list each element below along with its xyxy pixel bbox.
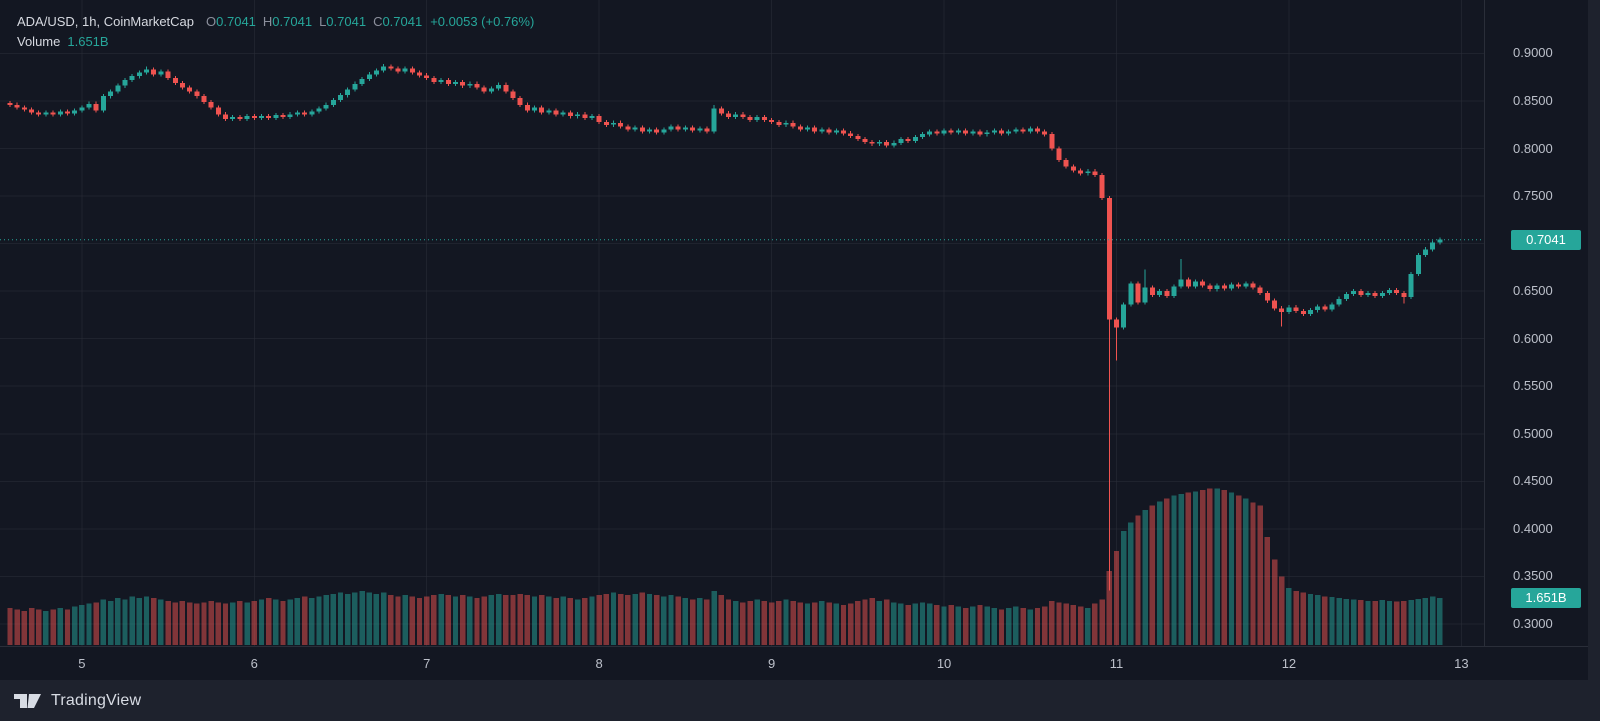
price-tick-label: 0.6000 (1513, 330, 1553, 346)
time-tick-label: 8 (595, 656, 603, 671)
price-pane[interactable]: ADA/USD, 1h, CoinMarketCap O 0.7041 H 0.70… (0, 0, 1484, 646)
volume-label[interactable]: Volume (17, 34, 61, 49)
time-tick-label: 6 (250, 656, 258, 671)
candles (7, 63, 1443, 591)
time-tick-label: 12 (1281, 656, 1297, 671)
price-tick-label: 0.3500 (1513, 568, 1553, 584)
price-tick-label: 0.4000 (1513, 520, 1553, 536)
low-label: L (319, 14, 327, 29)
open-label: O (206, 14, 217, 29)
time-tick-label: 13 (1454, 656, 1469, 671)
price-tick-label: 0.7500 (1513, 188, 1553, 204)
price-tick-label: 0.8500 (1513, 92, 1553, 108)
time-tick-label: 9 (767, 656, 776, 671)
time-tick-label: 11 (1109, 656, 1124, 671)
close-value: 0.7041 (382, 14, 423, 29)
time-axis[interactable]: 5 6 7 8 9 10 11 12 13 (0, 646, 1588, 680)
price-tick-label: 0.8000 (1513, 140, 1553, 156)
footer-bar: TradingView (0, 680, 1600, 721)
high-label: H (262, 14, 273, 29)
volume-value: 1.651B (67, 34, 109, 49)
time-tick-label: 10 (936, 656, 952, 671)
close-label: C (373, 14, 383, 29)
price-axis[interactable]: 0.9000 0.8500 0.8000 0.7500 0.6500 0.6000 0.55… (1484, 0, 1588, 646)
time-tick-label: 5 (78, 656, 86, 671)
high-value: 0.7041 (272, 14, 313, 29)
time-tick-label: 7 (423, 656, 431, 671)
price-tick-label: 0.6500 (1513, 283, 1553, 299)
symbol-title[interactable]: ADA/USD, 1h, CoinMarketCap (17, 14, 195, 29)
legend-volume-row: Volume 1.651B (17, 34, 534, 54)
tradingview-brand-text[interactable]: TradingView (51, 691, 142, 709)
chart-legend: ADA/USD, 1h, CoinMarketCap O 0.7041 H 0.70… (17, 14, 534, 54)
price-tick-label: 0.3000 (1513, 616, 1553, 631)
open-value: 0.7041 (216, 14, 256, 29)
right-margin-strip (1588, 0, 1600, 680)
last-price-badge: 0.7041 (1511, 229, 1581, 250)
tradingview-logo-icon[interactable] (14, 691, 42, 711)
change-value: +0.0053 (+0.76%) (430, 14, 535, 29)
price-tick-label: 0.5000 (1513, 425, 1553, 441)
last-volume-badge: 1.651B (1511, 588, 1581, 608)
volume-bars (7, 488, 1443, 645)
low-value: 0.7041 (326, 14, 367, 29)
price-tick-label: 0.4500 (1513, 473, 1553, 489)
legend-ohlc-row: ADA/USD, 1h, CoinMarketCap O 0.7041 H 0.70… (17, 14, 534, 34)
price-tick-label: 0.5500 (1513, 378, 1553, 394)
candlestick-chart[interactable] (0, 0, 1484, 646)
price-tick-label: 0.9000 (1513, 45, 1553, 61)
